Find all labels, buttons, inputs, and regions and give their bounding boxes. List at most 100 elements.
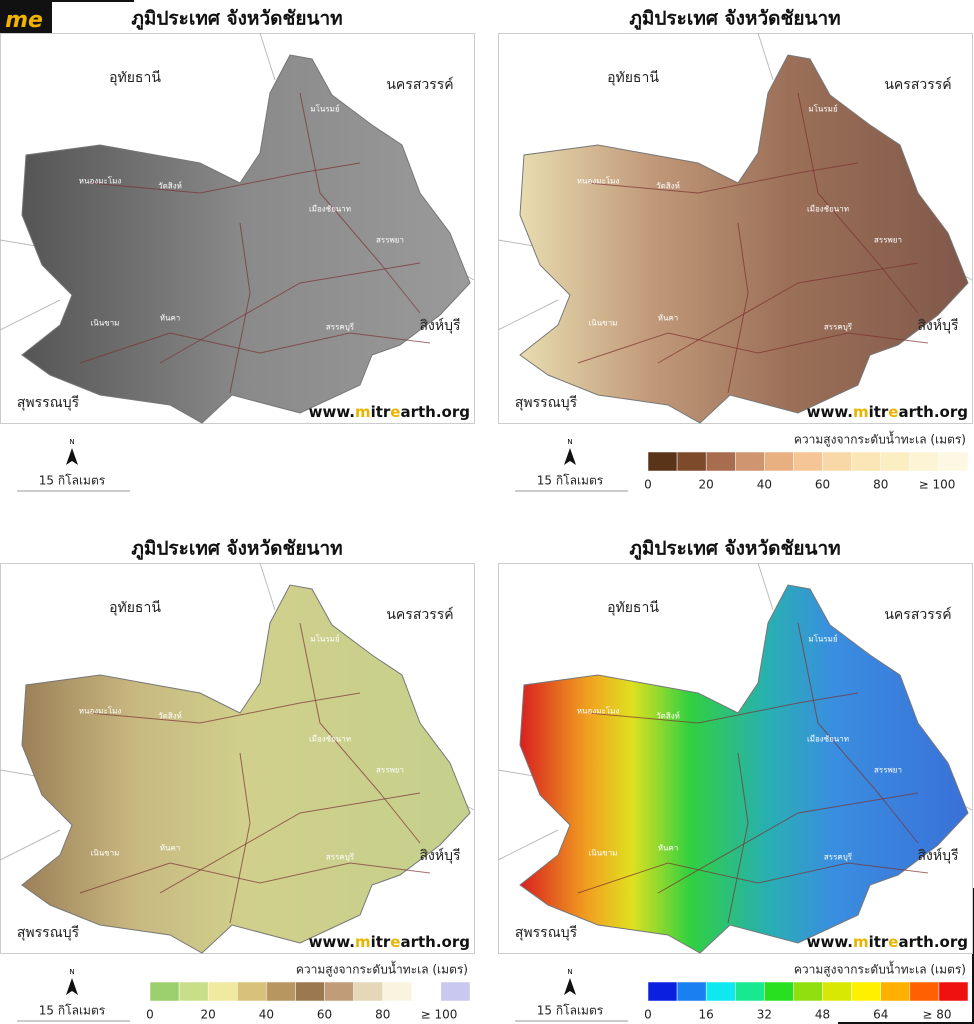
district-label: สรรคบุรี <box>326 323 355 332</box>
watermark: www.mitrearth.org <box>807 933 968 951</box>
legend-swatch <box>237 981 267 1002</box>
road <box>229 222 251 394</box>
legend-swatch <box>676 981 707 1002</box>
neighbor-label: สิงห์บุรี <box>419 317 460 334</box>
neighbor-label: นครสวรรค์ <box>386 606 453 623</box>
legend-swatch <box>411 981 442 1002</box>
legend-swatch <box>149 981 180 1002</box>
watermark-part: m <box>355 933 371 951</box>
watermark-part: e <box>888 933 898 951</box>
province-relief <box>21 54 471 424</box>
legend-swatch <box>207 981 238 1002</box>
watermark-part: itr <box>869 933 889 951</box>
legend-swatch <box>266 981 296 1002</box>
district-label: หนองมะโมง <box>79 706 122 716</box>
district-label: สรรพยา <box>376 236 404 245</box>
watermark: www.mitrearth.org <box>309 933 470 951</box>
district-label: สรรพยา <box>874 236 902 245</box>
legend-swatch <box>440 981 471 1002</box>
district-label: เมืองชัยนาท <box>807 205 849 214</box>
road <box>797 622 919 844</box>
district-label: หันคา <box>658 314 679 323</box>
watermark-part: www. <box>807 403 853 421</box>
north-label: N <box>69 438 74 446</box>
legend-swatch <box>909 981 940 1002</box>
road <box>577 332 929 364</box>
watermark-part: www. <box>309 403 355 421</box>
logo: me <box>5 8 43 33</box>
province-relief <box>519 54 969 424</box>
legend-title: ความสูงจากระดับน้ำทะเล (เมตร) <box>296 961 468 978</box>
district-label: เมืองชัยนาท <box>309 735 351 744</box>
legend-swatch <box>822 451 852 472</box>
watermark-part: itr <box>869 403 889 421</box>
legend-title: ความสูงจากระดับน้ำทะเล (เมตร) <box>794 961 966 978</box>
road <box>299 622 421 844</box>
watermark-part: arth.org <box>898 933 968 951</box>
province-relief <box>21 584 471 954</box>
neighbor-label: อุทัยธานี <box>109 600 161 616</box>
road <box>89 162 361 194</box>
north-arrow <box>66 978 78 995</box>
district-label: เมืองชัยนาท <box>807 735 849 744</box>
legend-swatch <box>851 451 881 472</box>
legend-tick: ≥ 100 <box>421 1008 458 1022</box>
road <box>229 752 251 924</box>
district-label: เนินขาม <box>589 319 618 328</box>
district-label: สรรคบุรี <box>326 853 355 862</box>
neighbor-label: นครสวรรค์ <box>386 76 453 93</box>
panel-title: ภูมิประเทศ จังหวัดชัยนาท <box>629 8 840 31</box>
legend-swatch <box>324 981 354 1002</box>
legend-swatch <box>295 981 325 1002</box>
legend-swatch <box>793 451 823 472</box>
scale-label: 15 กิโลเมตร <box>39 474 106 488</box>
north-label: N <box>69 968 74 976</box>
neighbor-label: สิงห์บุรี <box>917 317 958 334</box>
legend-tick: 60 <box>317 1008 332 1022</box>
legend-title: ความสูงจากระดับน้ำทะเล (เมตร) <box>794 431 966 448</box>
legend-swatch <box>735 981 765 1002</box>
legend-swatch <box>938 981 969 1002</box>
corner-line <box>0 0 134 2</box>
road <box>79 862 431 894</box>
district-label: เนินขาม <box>91 849 120 858</box>
legend-tick: 60 <box>815 478 830 492</box>
legend-swatch <box>880 981 911 1002</box>
watermark-part: itr <box>371 403 391 421</box>
legend-tick: ≥ 80 <box>922 1008 951 1022</box>
watermark-part: itr <box>371 933 391 951</box>
legend-swatch <box>705 451 736 472</box>
neighbor-label: สุพรรณบุรี <box>515 925 578 941</box>
road <box>727 222 749 394</box>
legend-tick: 64 <box>873 1008 888 1022</box>
neighbor-label: อุทัยธานี <box>607 70 659 86</box>
district-label: สรรคบุรี <box>824 323 853 332</box>
panel-title: ภูมิประเทศ จังหวัดชัยนาท <box>131 8 342 31</box>
road <box>577 862 929 894</box>
legend-tick: 0 <box>644 1008 652 1022</box>
legend-tick: 32 <box>757 1008 772 1022</box>
panel-title: ภูมิประเทศ จังหวัดชัยนาท <box>629 538 840 561</box>
district-label: สรรพยา <box>874 766 902 775</box>
road <box>797 92 919 314</box>
district-label: วัดสิงห์ <box>656 181 680 191</box>
legend-tick: 16 <box>699 1008 714 1022</box>
watermark-part: arth.org <box>898 403 968 421</box>
district-label: หันคา <box>160 844 181 853</box>
legend-swatch <box>382 981 413 1002</box>
neighbor-label: อุทัยธานี <box>109 70 161 86</box>
scale-label: 15 กิโลเมตร <box>537 1004 604 1018</box>
legend-tick: 40 <box>757 478 772 492</box>
neighbor-label: นครสวรรค์ <box>884 606 951 623</box>
district-label: เมืองชัยนาท <box>309 205 351 214</box>
district-label: หันคา <box>658 844 679 853</box>
watermark-part: arth.org <box>400 403 470 421</box>
district-label: หนองมะโมง <box>577 176 620 186</box>
district-label: หันคา <box>160 314 181 323</box>
road <box>657 792 919 894</box>
neighbor-label: นครสวรรค์ <box>884 76 951 93</box>
neighbor-label: สุพรรณบุรี <box>17 925 80 941</box>
neighbor-boundary <box>0 562 475 861</box>
